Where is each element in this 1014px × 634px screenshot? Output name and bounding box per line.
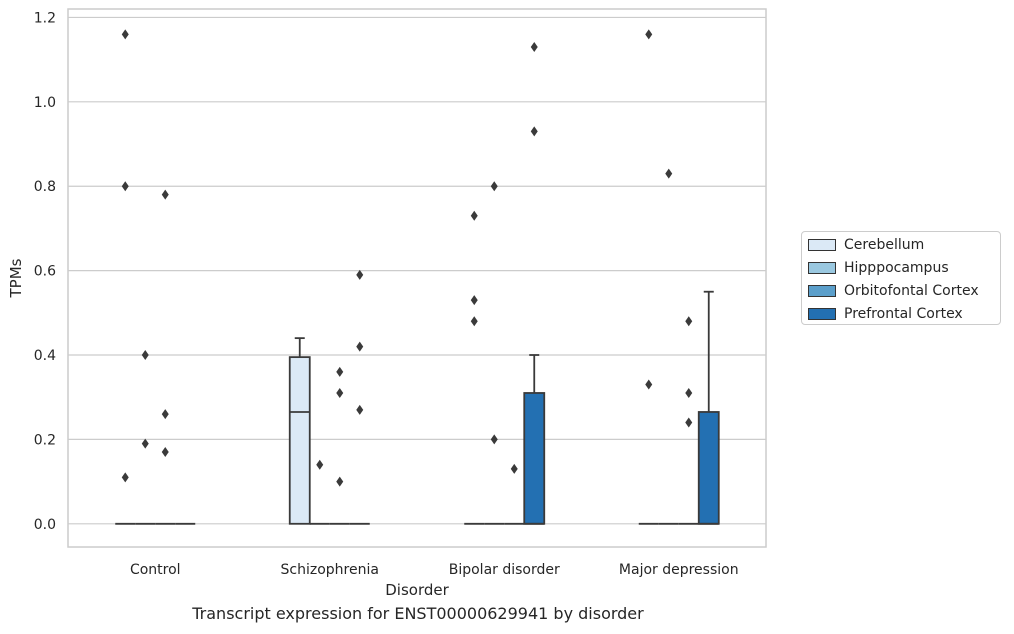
outlier-point	[470, 316, 478, 327]
outlier-point	[316, 459, 324, 470]
outlier-point	[141, 438, 149, 449]
axes-frame	[67, 8, 767, 548]
outlier-point	[685, 316, 693, 327]
outlier-point	[530, 126, 538, 137]
legend-item-prefrontal-cortex: Prefrontal Cortex	[808, 304, 963, 324]
outlier-point	[530, 41, 538, 52]
box	[288, 356, 311, 525]
legend-swatch	[808, 308, 836, 320]
outlier-point	[336, 476, 344, 487]
y-tick-label: 1.0	[34, 95, 56, 111]
outlier-point	[665, 168, 673, 179]
legend-swatch	[808, 239, 836, 251]
legend-swatch	[808, 262, 836, 274]
outlier-point	[121, 472, 129, 483]
x-tick-label: Schizophrenia	[281, 562, 379, 578]
legend-item-orbitofrontal-cortex: Orbitofontal Cortex	[808, 281, 979, 301]
legend-item-cerebellum: Cerebellum	[808, 235, 924, 255]
outlier-point	[161, 409, 169, 420]
outlier-point	[470, 210, 478, 221]
outlier-point	[490, 181, 498, 192]
outlier-point	[356, 341, 364, 352]
outlier-point	[336, 387, 344, 398]
outlier-point	[510, 463, 518, 474]
y-tick-label: 0.4	[34, 348, 56, 364]
legend-label: Prefrontal Cortex	[844, 306, 963, 322]
outlier-point	[161, 447, 169, 458]
y-axis-label: TPMs	[7, 258, 25, 298]
outlier-point	[645, 29, 653, 40]
y-tick-label: 1.2	[34, 10, 56, 26]
outlier-point	[336, 366, 344, 377]
outlier-point	[470, 295, 478, 306]
outlier-point	[685, 387, 693, 398]
outlier-point	[490, 434, 498, 445]
outlier-point	[141, 350, 149, 361]
x-tick-label: Major depression	[619, 562, 739, 578]
outlier-point	[161, 189, 169, 200]
outlier-point	[121, 29, 129, 40]
legend-label: Hipppocampus	[844, 260, 949, 276]
outlier-point	[121, 181, 129, 192]
legend-item-hippocampus: Hipppocampus	[808, 258, 949, 278]
figure-caption: Transcript expression for ENST0000062994…	[192, 604, 644, 623]
y-tick-label: 0.8	[34, 179, 56, 195]
x-tick-label: Bipolar disorder	[449, 562, 560, 578]
legend-swatch	[808, 285, 836, 297]
legend: Cerebellum Hipppocampus Orbitofontal Cor…	[801, 231, 1001, 325]
y-tick-label: 0.0	[34, 517, 56, 533]
legend-label: Cerebellum	[844, 237, 925, 253]
box	[697, 411, 720, 525]
x-axis-label: Disorder	[385, 581, 449, 599]
x-tick-label: Control	[130, 562, 181, 578]
outlier-point	[356, 269, 364, 280]
box	[523, 392, 546, 525]
outlier-point	[356, 404, 364, 415]
y-tick-label: 0.2	[34, 432, 56, 448]
outlier-point	[685, 417, 693, 428]
legend-label: Orbitofontal Cortex	[844, 283, 979, 299]
y-tick-label: 0.6	[34, 264, 56, 280]
outlier-point	[645, 379, 653, 390]
